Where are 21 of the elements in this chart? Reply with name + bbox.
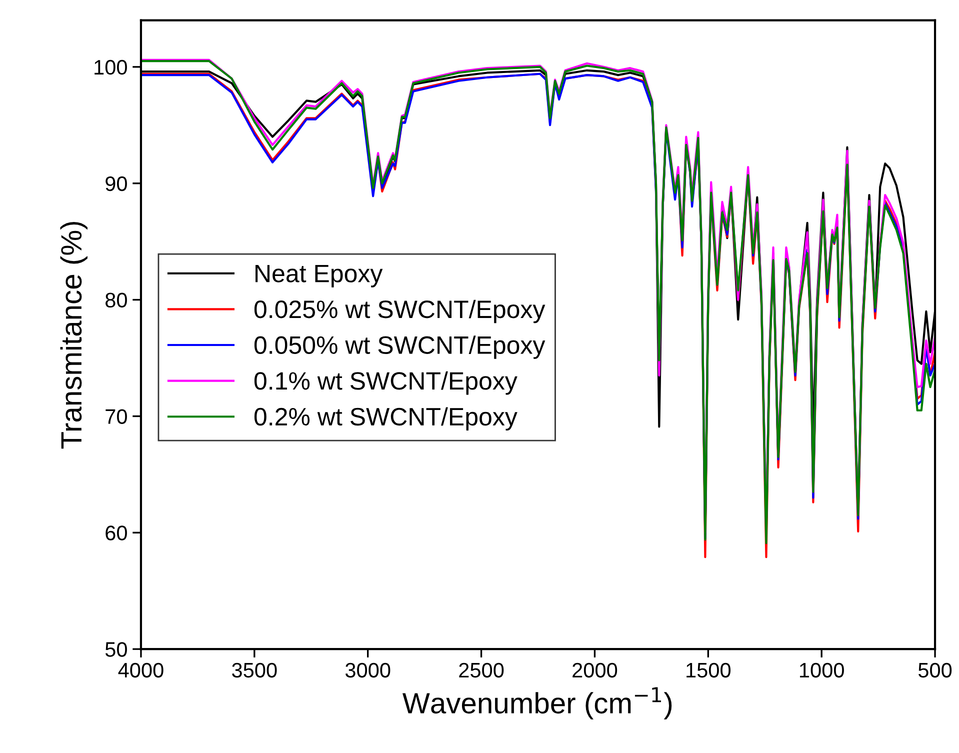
x-tick-label: 3500 xyxy=(232,662,277,678)
legend-label: 0.1% wt SWCNT/Epoxy xyxy=(254,371,518,395)
x-tick-label: 4000 xyxy=(118,662,164,678)
legend-label: Neat Epoxy xyxy=(256,264,383,288)
legend-label: 0.050% wt SWCNT/Epoxy xyxy=(254,336,546,359)
x-tick-label: 1500 xyxy=(686,662,731,678)
x-axis-title: Wavenumber (cm$^{−1}$) xyxy=(402,687,672,720)
x-tick-label: 2000 xyxy=(572,662,618,678)
y-tick-label: 70 xyxy=(106,409,127,424)
y-tick-label: 50 xyxy=(105,642,127,657)
x-tick-label: 3000 xyxy=(345,662,390,678)
y-tick-label: 80 xyxy=(106,292,127,308)
y-tick-label: 60 xyxy=(106,526,127,540)
y-tick-label: 90 xyxy=(106,176,127,192)
x-tick-label: 2500 xyxy=(459,662,504,678)
x-tick-label: 1000 xyxy=(800,662,844,678)
y-tick-label: 100 xyxy=(94,60,127,75)
legend-label: 0.2% wt SWCNT/Epoxy xyxy=(254,407,518,431)
x-tick-label: 500 xyxy=(918,662,952,678)
legend-label: 0.025% wt SWCNT/Epoxy xyxy=(254,300,546,324)
y-axis-title: Transmitance (%) xyxy=(60,222,88,449)
